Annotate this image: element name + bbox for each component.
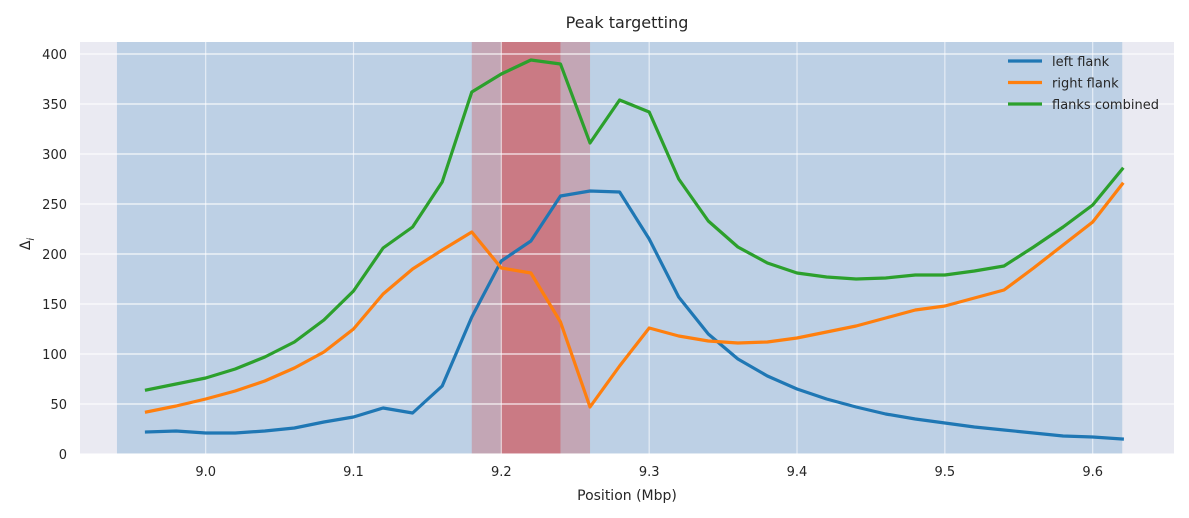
x-tick-label: 9.6 <box>1082 465 1103 480</box>
shaded-region-1 <box>116 42 1123 454</box>
legend-label-right-flank: right flank <box>1052 77 1119 92</box>
y-tick-label: 300 <box>42 148 67 163</box>
y-tick-label: 200 <box>42 248 67 263</box>
y-tick-label: 400 <box>42 48 67 63</box>
y-tick-label: 100 <box>42 348 67 363</box>
x-tick-label: 9.3 <box>639 465 660 480</box>
x-tick-label: 9.1 <box>343 465 364 480</box>
x-tick-labels: 9.0 9.1 9.2 9.3 9.4 9.5 9.6 <box>195 465 1103 480</box>
x-tick-label: 9.5 <box>935 465 956 480</box>
series-line-right-flank <box>144 181 1125 414</box>
series-lines <box>144 58 1125 441</box>
shaded-regions <box>116 42 1123 454</box>
y-tick-labels: 0 50 100 150 200 250 300 350 400 <box>42 48 67 463</box>
plot-area <box>80 42 1174 454</box>
series-line-left-flank <box>144 189 1125 441</box>
series-line-flanks-combined <box>144 58 1125 392</box>
x-tick-label: 9.4 <box>787 465 808 480</box>
y-axis-label: Δi <box>18 238 37 251</box>
x-axis-label: Position (Mbp) <box>577 488 677 504</box>
x-tick-label: 9.2 <box>491 465 512 480</box>
shaded-region-3 <box>501 42 561 454</box>
x-tick-label: 9.0 <box>195 465 216 480</box>
legend: left flank right flank flanks combined <box>1008 55 1159 113</box>
y-tick-label: 50 <box>50 398 67 413</box>
legend-label-left-flank: left flank <box>1052 55 1110 70</box>
y-tick-label: 0 <box>59 448 67 463</box>
y-tick-label: 250 <box>42 198 67 213</box>
legend-label-flanks-combined: flanks combined <box>1052 98 1159 113</box>
y-tick-label: 150 <box>42 298 67 313</box>
y-tick-label: 350 <box>42 98 67 113</box>
chart-title: Peak targetting <box>566 13 689 32</box>
shaded-region-2 <box>471 42 591 454</box>
